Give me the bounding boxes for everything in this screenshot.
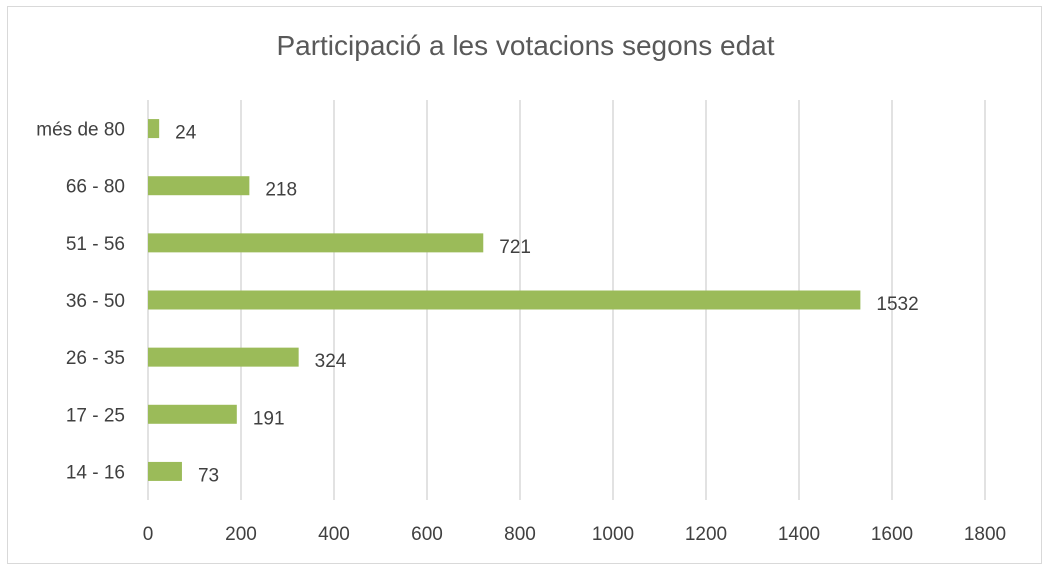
data-label: 721	[499, 237, 531, 258]
bar	[148, 233, 484, 253]
bar	[148, 119, 160, 139]
x-tick-label: 1200	[685, 524, 727, 545]
category-label: 51 - 56	[66, 234, 125, 255]
data-label: 24	[175, 123, 197, 144]
labels: 0 200 400 600 800 1000 1200 1400 1600 1800 14 - 16…	[36, 120, 1006, 545]
data-label: 218	[265, 180, 297, 201]
x-tick-label: 1000	[592, 524, 634, 545]
bar	[148, 176, 250, 196]
category-label: 36 - 50	[66, 291, 125, 312]
category-label: 66 - 80	[66, 177, 125, 198]
x-tick-label: 1600	[871, 524, 913, 545]
x-tick-label: 1400	[778, 524, 820, 545]
data-label: 191	[253, 408, 285, 429]
bars	[148, 119, 861, 481]
bar	[148, 461, 182, 481]
chart-title: Participació a les votacions segons edat	[276, 30, 775, 61]
category-label: més de 80	[36, 120, 125, 141]
bar	[148, 404, 237, 424]
bar	[148, 347, 299, 367]
category-label: 17 - 25	[66, 405, 125, 426]
data-label: 1532	[876, 294, 918, 315]
x-tick-label: 400	[318, 524, 350, 545]
data-label: 73	[198, 465, 219, 486]
bar	[148, 290, 861, 310]
x-tick-label: 800	[504, 524, 536, 545]
x-tick-label: 200	[225, 524, 257, 545]
category-label: 14 - 16	[66, 462, 125, 483]
x-tick-label: 1800	[964, 524, 1006, 545]
x-tick-label: 600	[411, 524, 443, 545]
x-tick-label: 0	[143, 524, 154, 545]
data-label: 324	[315, 351, 347, 372]
category-label: 26 - 35	[66, 348, 125, 369]
